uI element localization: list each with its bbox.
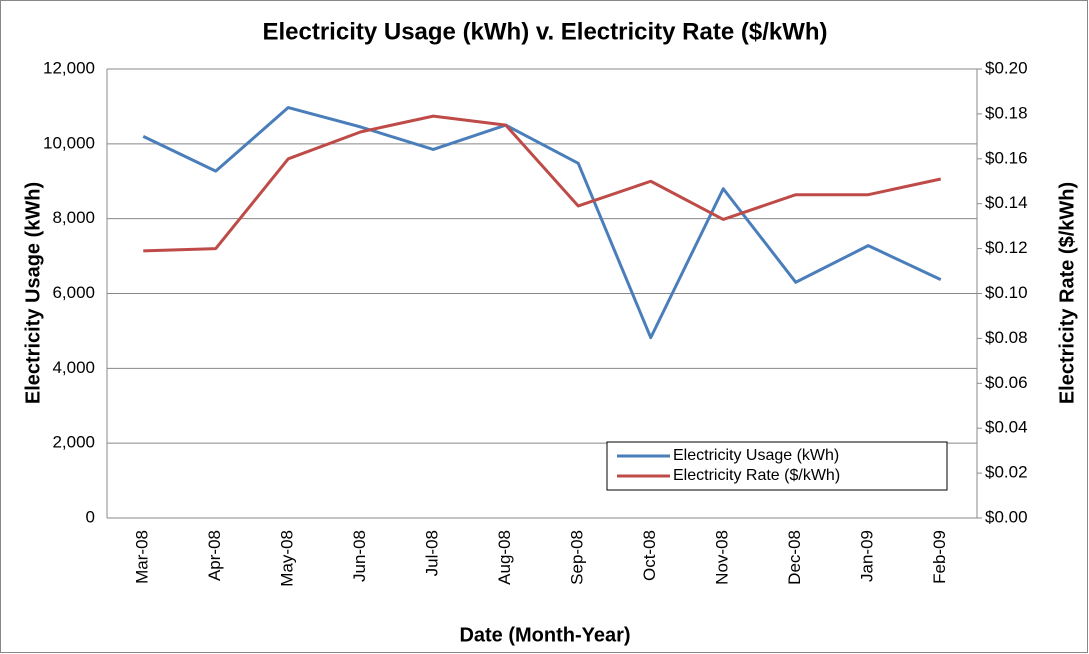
x-tick-label: Nov-08: [713, 530, 732, 585]
x-tick-label: Jun-08: [350, 530, 369, 582]
y2-tick-label: $0.06: [985, 373, 1028, 392]
legend-box: [606, 441, 948, 491]
y-tick-label: 4,000: [52, 358, 95, 377]
y-tick-label: 6,000: [52, 283, 95, 302]
x-tick-label: Feb-09: [930, 530, 949, 584]
series-line: [142, 106, 942, 340]
x-axis-title: Date (Month-Year): [459, 624, 630, 646]
x-tick-label: Aug-08: [495, 530, 514, 585]
x-tick-label: Jul-08: [423, 530, 442, 576]
y2-tick-label: $0.14: [985, 193, 1028, 212]
x-tick-label: Apr-08: [205, 530, 224, 581]
y-tick-label: 2,000: [52, 433, 95, 452]
y2-tick-label: $0.16: [985, 148, 1028, 167]
y-tick-label: 0: [86, 507, 95, 526]
y-axis-title: Electricity Usage (kWh): [22, 182, 44, 404]
y2-tick-label: $0.10: [985, 283, 1028, 302]
y2-tick-label: $0.20: [985, 58, 1028, 77]
x-tick-label: May-08: [278, 530, 297, 587]
y2-tick-label: $0.04: [985, 418, 1028, 437]
y2-axis-title: Electricity Rate ($/kWh): [1056, 182, 1078, 404]
chart-title: Electricity Usage (kWh) v. Electricity R…: [262, 18, 827, 45]
y2-tick-label: $0.02: [985, 463, 1028, 482]
x-tick-label: Mar-08: [133, 530, 152, 584]
legend-label: Electricity Rate ($/kWh): [673, 467, 840, 484]
y2-tick-label: $0.12: [985, 238, 1028, 257]
series-line: [143, 114, 942, 253]
x-tick-label: Sep-08: [568, 530, 587, 585]
x-tick-label: Oct-08: [640, 530, 659, 581]
y-tick-label: 8,000: [52, 208, 95, 227]
y2-tick-label: $0.08: [985, 328, 1028, 347]
x-tick-label: Dec-08: [785, 530, 804, 585]
y2-tick-label: $0.18: [985, 103, 1028, 122]
legend-label: Electricity Usage (kWh): [673, 447, 839, 464]
y-tick-label: 10,000: [43, 133, 95, 152]
y-tick-label: 12,000: [43, 58, 95, 77]
x-tick-label: Jan-09: [858, 530, 877, 582]
y2-tick-label: $0.00: [985, 507, 1028, 526]
